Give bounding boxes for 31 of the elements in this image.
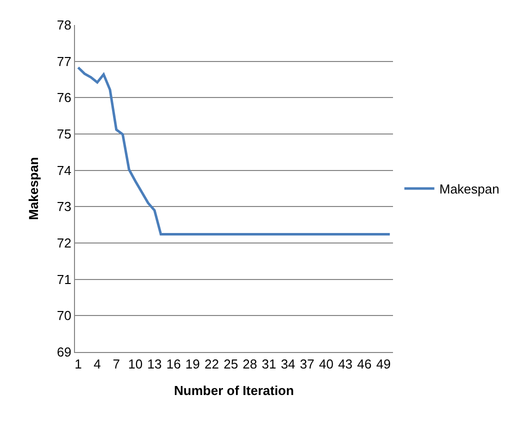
x-tick-label: 22 — [204, 356, 219, 372]
x-tick-label: 46 — [357, 356, 372, 372]
x-tick-label: 40 — [318, 356, 334, 372]
x-tick-label: 7 — [112, 356, 120, 372]
y-tick-label: 71 — [56, 272, 72, 287]
x-tick-label: 10 — [128, 356, 143, 372]
y-tick-label: 73 — [56, 199, 72, 214]
y-tick-label: 69 — [56, 344, 72, 360]
y-tick-label: 76 — [56, 90, 72, 106]
line-series — [76, 66, 392, 236]
y-tick-label: 77 — [56, 54, 72, 69]
y-axis-title: Makespan — [26, 157, 41, 220]
legend-label: Makespan — [439, 182, 500, 197]
y-tick-label: 74 — [56, 162, 72, 178]
x-tick-label: 31 — [262, 356, 276, 372]
x-tick-label: 34 — [280, 356, 296, 372]
y-tick-label: 70 — [56, 308, 72, 324]
x-tick-label: 43 — [338, 356, 353, 372]
x-tick-label: 4 — [94, 356, 101, 372]
y-tick-label: 75 — [56, 126, 72, 142]
x-tick-label: 19 — [185, 356, 200, 372]
y-tick-label: 72 — [56, 236, 72, 251]
x-tick-label: 13 — [147, 356, 162, 372]
x-tick-label: 49 — [376, 356, 391, 372]
x-tick-label: 37 — [300, 356, 314, 372]
x-tick-label: 16 — [166, 356, 181, 372]
x-tick-label: 25 — [224, 356, 238, 372]
x-tick-label: 28 — [242, 356, 258, 372]
x-tick-label: 1 — [74, 356, 82, 372]
y-tick-label: 78 — [56, 18, 72, 33]
x-axis-title: Number of Iteration — [174, 383, 294, 398]
